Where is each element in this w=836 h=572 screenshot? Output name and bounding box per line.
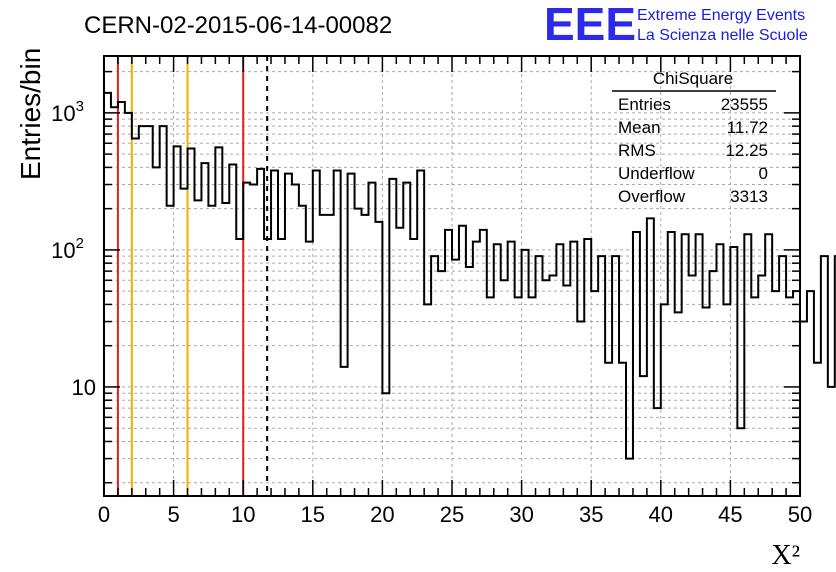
x-tick-label: 0	[98, 502, 110, 527]
y-axis-title: Entries/bin	[15, 48, 46, 180]
x-tick-label: 25	[440, 502, 464, 527]
y-tick-label: 10	[72, 375, 96, 400]
stats-row-value: 0	[759, 164, 768, 183]
stats-row-label: Mean	[618, 118, 661, 137]
x-tick-label: 20	[370, 502, 394, 527]
x-tick-label: 45	[718, 502, 742, 527]
stats-row-label: Entries	[618, 95, 671, 114]
x-tick-label: 30	[509, 502, 533, 527]
run-title: CERN-02-2015-06-14-00082	[84, 12, 392, 39]
axis-ticks	[103, 56, 801, 496]
histogram-outline	[104, 91, 836, 460]
x-tick-label: 15	[301, 502, 325, 527]
stats-row-value: 3313	[730, 187, 768, 206]
x-tick-label: 40	[649, 502, 673, 527]
stats-row-value: 12.25	[725, 141, 768, 160]
stats-row-label: Overflow	[618, 187, 686, 206]
brand-line-1: Extreme Energy Events	[637, 7, 805, 24]
stats-title: ChiSquare	[653, 69, 733, 88]
x-tick-label: 35	[579, 502, 603, 527]
stats-row-label: RMS	[618, 141, 656, 160]
x-axis-title: X²	[771, 540, 800, 571]
eee-logo: EEE	[544, 0, 636, 50]
y-tick-label: 103	[51, 98, 84, 126]
reference-lines	[116, 56, 269, 496]
stats-row-value: 11.72	[727, 118, 768, 137]
x-tick-label: 50	[788, 502, 812, 527]
x-tick-label: 5	[167, 502, 179, 527]
brand-line-2: La Scienza nelle Scuole	[637, 27, 808, 44]
y-tick-label: 102	[51, 235, 84, 263]
stats-row-label: Underflow	[618, 164, 695, 183]
stats-row-value: 23555	[721, 95, 768, 114]
stats-box: ChiSquare Entries 23555 Mean 11.72 RMS 12.25 U…	[612, 69, 776, 206]
x-tick-label: 10	[231, 502, 255, 527]
tick-labels: 0 5 10 15 20 25 30 35 40 45 50 10 102 103	[51, 98, 812, 527]
